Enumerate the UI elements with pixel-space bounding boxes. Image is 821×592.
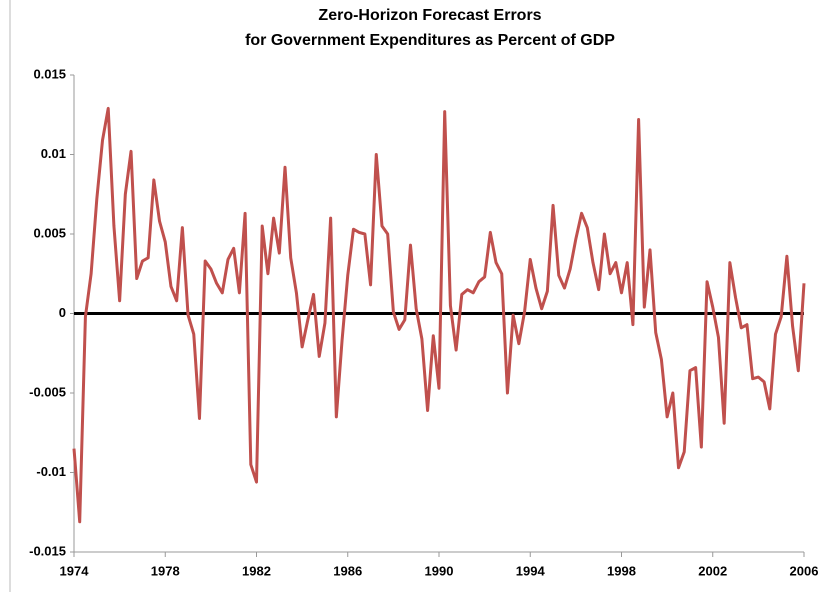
y-tick-label: -0.01: [36, 464, 66, 479]
data-line: [72, 106, 806, 524]
x-tick-label: 2002: [698, 563, 727, 578]
x-tick-label: 1986: [333, 563, 362, 578]
chart-title: Zero-Horizon Forecast Errors: [318, 7, 541, 24]
x-tick-label: 1978: [151, 563, 180, 578]
x-tick-label: 1990: [425, 563, 454, 578]
x-tick-label: 2006: [790, 563, 819, 578]
y-tick-label: -0.015: [29, 543, 66, 558]
y-tick-label: 0.015: [33, 66, 66, 81]
x-tick-label: 1982: [242, 563, 271, 578]
y-tick-label: 0.01: [41, 146, 66, 161]
y-tick-label: 0.005: [33, 225, 66, 240]
y-tick-label: 0: [59, 305, 66, 320]
chart-subtitle: for Government Expenditures as Percent o…: [245, 32, 615, 49]
x-tick-label: 1974: [60, 563, 90, 578]
x-tick-label: 1998: [607, 563, 636, 578]
y-tick-label: -0.005: [29, 384, 66, 399]
x-tick-label: 1994: [516, 563, 546, 578]
